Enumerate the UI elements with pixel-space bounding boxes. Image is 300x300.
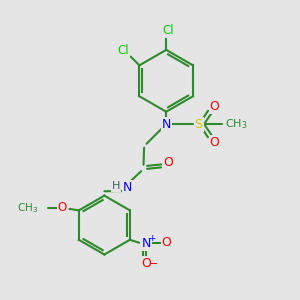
Text: +: +: [148, 234, 156, 243]
Text: S: S: [195, 118, 203, 130]
Text: CH$_3$: CH$_3$: [17, 201, 38, 215]
Text: O: O: [163, 157, 173, 169]
Text: O: O: [209, 100, 219, 112]
Text: O: O: [209, 136, 219, 148]
Text: CH$_3$: CH$_3$: [225, 117, 248, 131]
Text: O: O: [141, 257, 151, 271]
Text: Cl: Cl: [162, 24, 174, 37]
Text: −: −: [149, 259, 159, 269]
Text: N: N: [123, 181, 132, 194]
Text: H: H: [112, 181, 120, 191]
Text: N: N: [161, 118, 171, 130]
Text: O: O: [58, 201, 67, 214]
Text: O: O: [162, 236, 172, 249]
Text: N: N: [141, 237, 151, 250]
Text: Cl: Cl: [117, 44, 129, 56]
